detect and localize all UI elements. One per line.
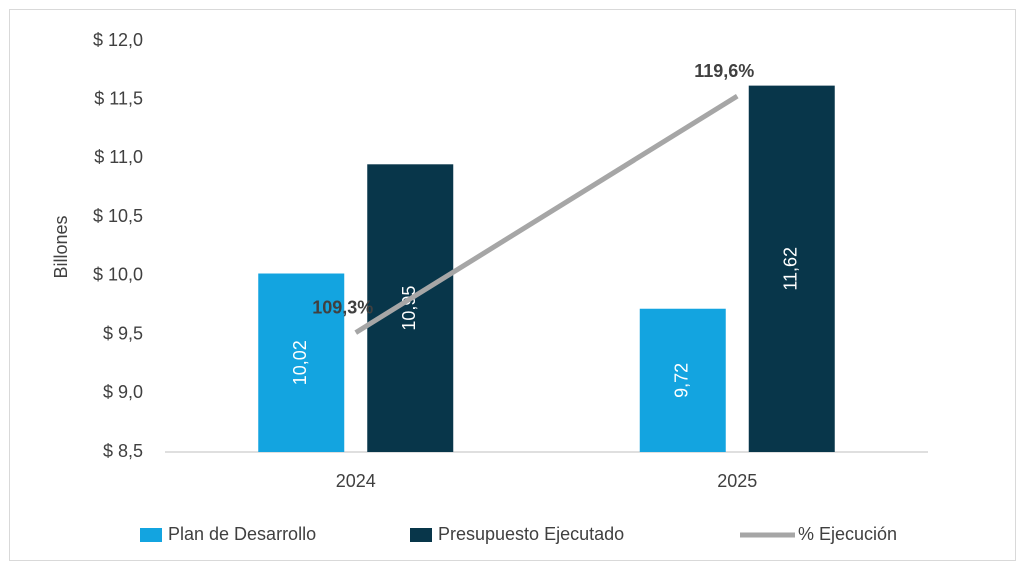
bar [367, 164, 454, 453]
bar-value-label: 10,02 [290, 340, 310, 385]
y-tick-label: $ 12,0 [93, 30, 143, 50]
line-series [354, 93, 739, 335]
legend-label: Presupuesto Ejecutado [438, 524, 624, 544]
bar-value-label: 9,72 [672, 363, 692, 398]
bar-value-label: 11,62 [781, 247, 801, 291]
bar [639, 308, 726, 452]
bar [258, 273, 345, 452]
y-tick-label: $ 9,5 [103, 323, 143, 343]
y-tick-label: $ 8,5 [103, 441, 143, 461]
line-value-label: 119,6% [694, 61, 754, 81]
y-tick-label: $ 11,0 [94, 147, 143, 167]
legend-swatch [140, 528, 162, 542]
y-tick-label: $ 11,5 [94, 88, 143, 108]
line-value-label: 109,3% [312, 297, 373, 317]
y-tick-label: $ 10,0 [93, 265, 143, 285]
y-axis-title: Billones [51, 215, 71, 278]
x-tick-label: 2025 [717, 471, 757, 491]
legend-label: Plan de Desarrollo [168, 524, 316, 544]
legend-label: % Ejecución [798, 524, 897, 544]
bar [748, 85, 835, 452]
y-tick-label: $ 9,0 [103, 382, 143, 402]
y-tick-label: $ 10,5 [93, 206, 143, 226]
legend-swatch [410, 528, 432, 542]
x-tick-label: 2024 [336, 471, 376, 491]
chart-frame [9, 9, 1016, 561]
